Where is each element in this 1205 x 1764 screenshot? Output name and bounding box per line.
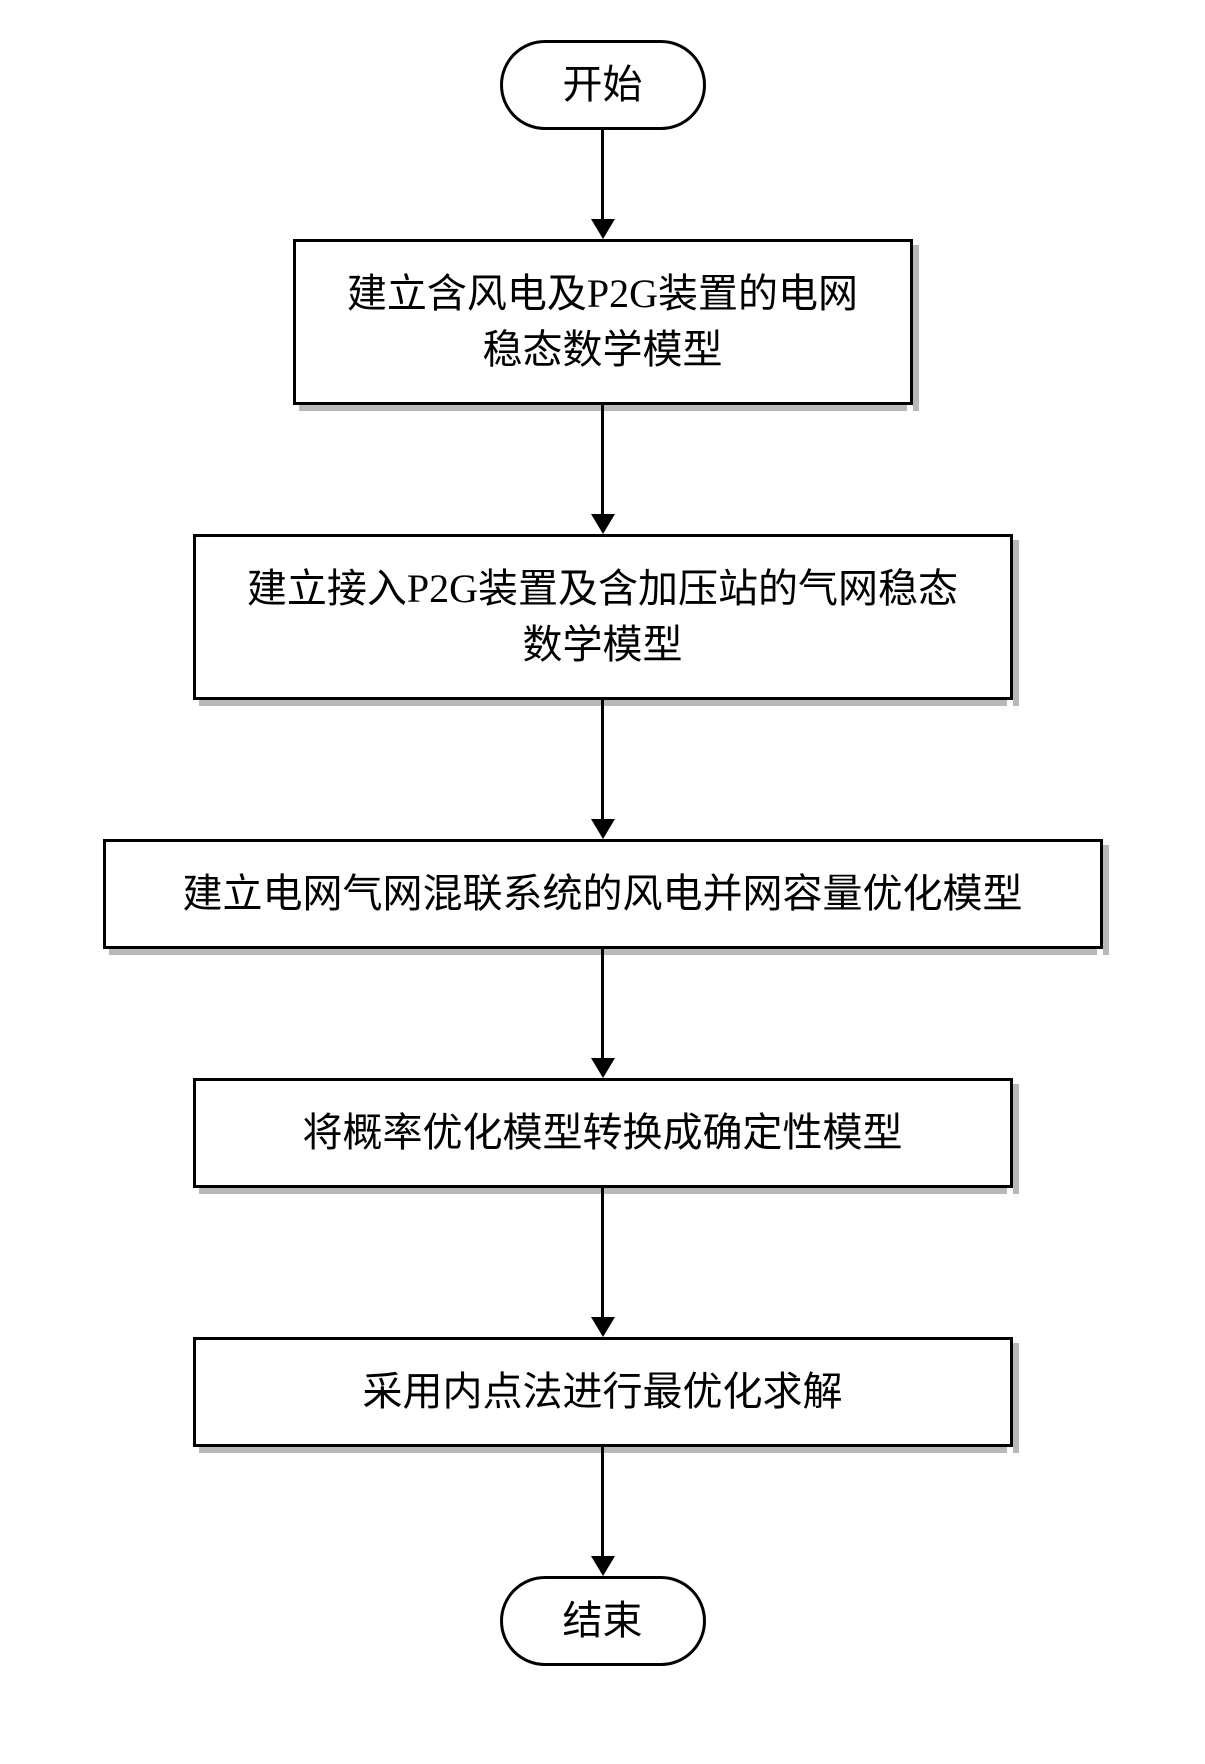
arrow-line [601,405,604,515]
process-step-2-label: 建立接入P2G装置及含加压站的气网稳态数学模型 [247,566,958,667]
arrow-head-icon [591,1556,615,1576]
process-step-1: 建立含风电及P2G装置的电网稳态数学模型 [293,239,913,405]
process-step-1-label: 建立含风电及P2G装置的电网稳态数学模型 [347,271,858,372]
arrow-line [601,1188,604,1318]
process-step-4: 将概率优化模型转换成确定性模型 [193,1078,1013,1188]
process-step-4-label: 将概率优化模型转换成确定性模型 [303,1110,903,1155]
process-step-3-label: 建立电网气网混联系统的风电并网容量优化模型 [183,871,1023,916]
process-step-2: 建立接入P2G装置及含加压站的气网稳态数学模型 [193,534,1013,700]
start-terminal: 开始 [500,40,706,130]
arrow-line [601,1447,604,1557]
arrow-line [601,130,604,220]
arrow-head-icon [591,1317,615,1337]
process-step-3: 建立电网气网混联系统的风电并网容量优化模型 [103,839,1103,949]
arrow-2 [591,405,615,534]
arrow-head-icon [591,819,615,839]
arrow-3 [591,700,615,839]
arrow-line [601,949,604,1059]
flowchart-container: 开始 建立含风电及P2G装置的电网稳态数学模型 建立接入P2G装置及含加压站的气… [53,40,1153,1666]
end-label: 结束 [563,1598,643,1643]
arrow-head-icon [591,1058,615,1078]
start-label: 开始 [563,62,643,107]
arrow-4 [591,949,615,1078]
process-step-5: 采用内点法进行最优化求解 [193,1337,1013,1447]
arrow-head-icon [591,219,615,239]
arrow-6 [591,1447,615,1576]
arrow-line [601,700,604,820]
arrow-head-icon [591,514,615,534]
end-terminal: 结束 [500,1576,706,1666]
arrow-5 [591,1188,615,1337]
arrow-1 [591,130,615,239]
process-step-5-label: 采用内点法进行最优化求解 [363,1369,843,1414]
